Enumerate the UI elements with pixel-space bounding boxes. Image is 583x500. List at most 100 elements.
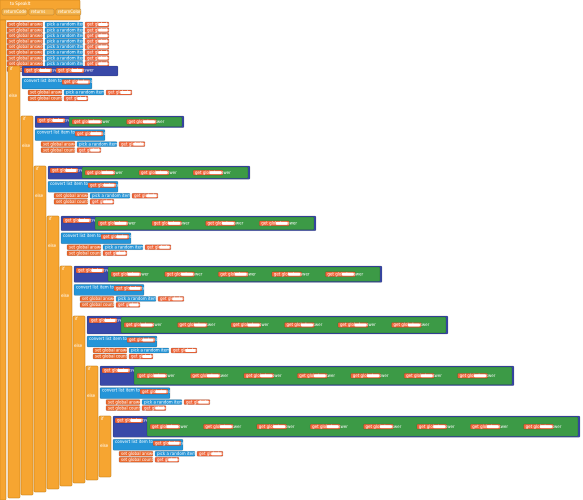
procedure-spine[interactable] [0, 19, 7, 500]
pick-block[interactable] [76, 141, 118, 147]
set-block[interactable] [92, 347, 128, 354]
set-block[interactable] [40, 141, 76, 147]
set-block[interactable] [118, 456, 154, 463]
block-text: convert list item to [50, 181, 89, 186]
pick-block[interactable] [102, 244, 144, 251]
pick-block[interactable] [115, 296, 157, 302]
pick-block[interactable] [44, 27, 84, 33]
block-text: convert list item to [89, 336, 128, 341]
block-text: convert list item to [102, 388, 141, 393]
else-label: else [22, 143, 31, 148]
set-block[interactable] [66, 250, 102, 257]
pick-block[interactable] [89, 192, 131, 199]
get-slot [168, 458, 178, 462]
get-slot [275, 221, 288, 225]
set-block[interactable] [6, 32, 44, 39]
get-slot [172, 297, 183, 301]
if-block[interactable] [20, 115, 34, 496]
set-block[interactable] [6, 27, 44, 33]
set-block[interactable] [79, 296, 115, 302]
block-text: pick a random item list [157, 451, 204, 456]
get-text: get global answer [91, 318, 127, 323]
get-text: get global count [92, 199, 125, 204]
get-text: get global colors [87, 39, 120, 44]
pick-block[interactable] [44, 32, 84, 39]
get-text: get global answer [180, 322, 216, 327]
set-block[interactable] [105, 405, 141, 411]
set-block[interactable] [6, 21, 44, 28]
if-block[interactable] [7, 65, 21, 499]
block-text: pick a random item list [47, 61, 94, 66]
set-block[interactable] [79, 302, 115, 308]
list-block[interactable] [146, 416, 579, 437]
set-block[interactable] [105, 399, 141, 405]
pick-block[interactable] [128, 347, 170, 354]
pick-block[interactable] [154, 450, 196, 457]
set-block[interactable] [27, 89, 63, 96]
pick-block[interactable] [44, 38, 84, 45]
else-label: else [9, 93, 18, 98]
param-block[interactable] [28, 8, 55, 16]
block-text: convert list item to [63, 233, 102, 238]
if-block[interactable] [85, 365, 99, 481]
get-slot [101, 171, 114, 175]
block-text: set global answer4 to [9, 39, 53, 44]
set-block[interactable] [6, 38, 44, 45]
get-slot [166, 425, 179, 429]
get-slot [39, 69, 51, 72]
set-block[interactable] [53, 192, 89, 199]
pick-block[interactable] [44, 44, 84, 50]
pick-block[interactable] [141, 399, 183, 405]
get-text: get global answer [340, 322, 376, 327]
get-slot [155, 171, 168, 175]
block-text: set global answer to [108, 399, 149, 404]
get-slot [380, 425, 392, 429]
get-slot [90, 132, 102, 136]
param-block[interactable] [55, 8, 82, 16]
get-slot [104, 319, 116, 322]
get-text: get global count [66, 96, 99, 101]
set-block[interactable] [6, 44, 44, 50]
list-block[interactable] [94, 216, 315, 231]
get-text: get global answer [139, 373, 175, 378]
pick-block[interactable] [44, 55, 84, 61]
list-block[interactable] [120, 316, 447, 334]
get-slot [155, 390, 167, 394]
if-block[interactable] [46, 215, 60, 490]
set-block[interactable] [118, 450, 154, 457]
block-text: set global count to [30, 96, 68, 101]
if-block[interactable] [72, 315, 86, 484]
set-block[interactable] [6, 55, 44, 61]
get-slot [120, 91, 131, 94]
if-block[interactable] [98, 415, 112, 478]
get-slot [194, 323, 206, 327]
get-slot [130, 419, 142, 422]
get-slot [367, 374, 380, 378]
get-text: get global count [131, 354, 164, 359]
set-block[interactable] [92, 353, 128, 360]
set-block[interactable] [66, 244, 102, 251]
else-label: else [61, 293, 70, 298]
if-label: if [101, 416, 104, 421]
get-slot [127, 272, 140, 276]
get-slot [129, 286, 141, 290]
get-slot [168, 221, 181, 225]
pick-block[interactable] [63, 89, 105, 96]
pick-block[interactable] [44, 49, 84, 56]
set-block[interactable] [27, 95, 63, 102]
get-slot [433, 425, 446, 429]
get-slot [326, 425, 339, 429]
get-slot [77, 80, 89, 84]
block-text: set global answer to [30, 90, 71, 95]
set-block[interactable] [40, 147, 76, 153]
param-block[interactable] [1, 8, 28, 16]
set-block[interactable] [6, 49, 44, 56]
set-block[interactable] [53, 198, 89, 205]
if-block[interactable] [33, 165, 47, 493]
pick-block[interactable] [44, 21, 84, 28]
block-text: set global count to [95, 354, 133, 359]
get-text: get global answer [65, 218, 101, 223]
if-block[interactable] [59, 265, 73, 487]
get-text: get global answer [460, 373, 496, 378]
block-text: set global answer to [56, 193, 97, 198]
